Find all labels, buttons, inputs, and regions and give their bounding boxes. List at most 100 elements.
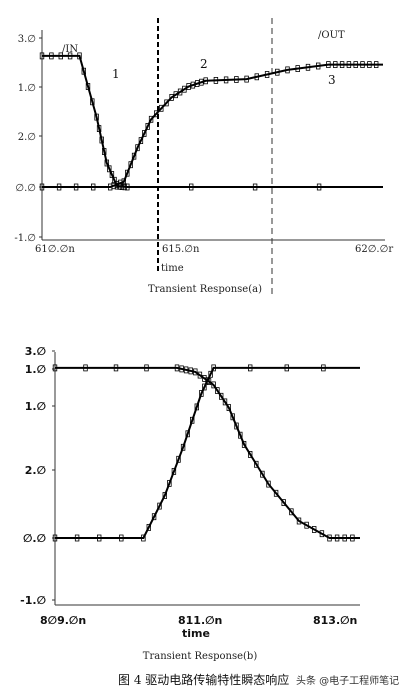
chart-a-series-0-point — [102, 148, 107, 155]
chart-a-series-0-point — [90, 98, 95, 106]
chart-a-region-3: 3 — [328, 73, 336, 87]
chart-b-series-0-point — [234, 422, 239, 430]
chart-b-series-1-line — [55, 366, 360, 539]
chart-a-series-1-point — [182, 85, 187, 93]
chart-b-series-0-point — [230, 413, 235, 421]
chart-b-series-1-point — [211, 364, 216, 372]
chart-a-caption: Transient Response(a) — [148, 284, 262, 295]
chart-b-series-0-point — [304, 521, 309, 529]
chart-b-series-0-point — [83, 364, 88, 372]
chart-a-series-1-point — [142, 130, 147, 137]
chart-b-xlabel: time — [182, 627, 210, 640]
chart-a-series-1-point — [128, 161, 133, 169]
chart-a-ytick-2: 2.∅ — [18, 132, 36, 143]
chart-a-series-0-point — [49, 52, 54, 60]
chart-a-region-1: 1 — [112, 67, 120, 81]
chart-a-series-0-point — [67, 52, 73, 60]
chart-b-series-0-point — [179, 365, 184, 373]
chart-b-series-0-point — [296, 517, 302, 525]
chart-a-series-0-point — [109, 171, 115, 178]
chart-a-series-0-point — [96, 125, 102, 132]
chart-b-series-0-point — [202, 374, 207, 382]
chart-b-series-1-point — [171, 467, 177, 475]
chart-a-series-1-point — [121, 178, 126, 186]
chart-a-legend-in: /IN — [62, 44, 78, 55]
chart-b-series-0-point — [144, 364, 149, 372]
chart-a-series-1-point — [353, 61, 358, 68]
chart-b-series-1-point — [157, 502, 162, 510]
chart-a-series-1-point — [135, 144, 140, 152]
chart-a-ytick-3: ∅.∅ — [15, 183, 36, 194]
chart-a-series-1-point — [244, 75, 249, 83]
chart-a-series-1-point — [177, 88, 183, 96]
chart-b-series-1-point — [199, 389, 204, 397]
chart-b-series-1-point — [321, 364, 326, 372]
chart-a-series-1-point — [73, 183, 79, 191]
chart-a-series-1-point — [315, 62, 321, 70]
chart-b-series-1-point — [167, 479, 172, 487]
chart-b-series-0-point — [197, 371, 203, 379]
chart-a-ytick-4: -1.∅ — [14, 233, 36, 244]
chart-a-series-0-point — [252, 183, 258, 191]
chart-b-xtick-2: 813.∅n — [313, 614, 357, 627]
chart-a-series-1-point — [39, 183, 45, 191]
chart-a-series-1-point — [346, 61, 352, 68]
chart-a-series-1-point — [186, 83, 191, 90]
chart-b-series-1-point — [247, 364, 253, 372]
chart-a-ytick-1: 1.∅ — [18, 83, 36, 94]
chart-a-series-0-point — [77, 52, 82, 60]
chart-b-series-1-point — [202, 383, 207, 391]
chart-b-series-1-point — [141, 534, 146, 542]
chart-a-series-1-point — [264, 71, 270, 78]
chart-b-series-0-point — [319, 530, 325, 538]
chart-a-series-1-point — [295, 65, 300, 72]
chart-b-series-0-point — [327, 534, 332, 542]
chart-a-series-0-point — [188, 183, 194, 191]
chart-a-series-1-point — [213, 77, 219, 84]
chart-b-series-1-point — [205, 377, 210, 385]
chart-b-series-1-point — [52, 534, 58, 542]
chart-a-series-1-point — [148, 115, 154, 123]
chart-b-series-0-point — [183, 366, 189, 374]
chart-a-series-1-point — [91, 183, 96, 191]
chart-b-caption: Transient Response(b) — [143, 651, 258, 662]
chart-a-series-1-point — [56, 183, 62, 191]
chart-b-series-0-point — [238, 431, 243, 439]
chart-b-series-1-point — [208, 370, 213, 378]
chart-a-series-1-point — [285, 66, 290, 74]
chart-a-series-0-point — [81, 67, 86, 75]
chart-b-series-0-point — [215, 387, 220, 395]
chart-b-series-1-point — [162, 492, 167, 499]
chart-b-series-0-point — [334, 534, 340, 542]
chart-a-series-1-point — [305, 63, 311, 71]
chart-b-ytick-0: 3.∅ — [25, 345, 46, 358]
chart-a-series-1-point — [326, 61, 331, 68]
chart-a-xtick-1: 615.∅n — [162, 244, 200, 255]
chart-a-ytick-0: 3.∅ — [18, 34, 36, 45]
chart-a: 3.∅ 1.∅ 2.∅ ∅.∅ -1.∅ 61∅.∅n 615.∅n 62∅.∅r ti… — [14, 18, 393, 295]
chart-b-series-1-point — [119, 534, 124, 542]
chart-b-series-0-point — [311, 526, 317, 533]
chart-a-series-0-line — [42, 54, 383, 188]
chart-b-series-1-point — [74, 534, 80, 542]
chart-a-series-1-point — [254, 73, 259, 81]
chart-b-series-0-point — [289, 508, 294, 516]
chart-a-series-1-point — [234, 76, 239, 83]
chart-b-series-0-point — [273, 489, 279, 497]
chart-a-series-0-point — [122, 183, 127, 191]
chart-b-ytick-4: ∅.∅ — [23, 532, 46, 545]
chart-b-series-1-point — [151, 513, 157, 521]
chart-a-series-0-point — [107, 165, 112, 173]
chart-a-series-0-point — [85, 83, 91, 90]
chart-a-series-0-point — [39, 52, 45, 60]
chart-a-series-1-point — [145, 123, 150, 130]
chart-b-series-0-point — [342, 534, 347, 542]
chart-b-series-1-point — [180, 443, 186, 451]
chart-b-series-1-point — [176, 455, 181, 463]
chart-b-series-0-point — [350, 534, 355, 542]
chart-a-series-1-point — [373, 61, 379, 68]
figure-caption: 图 4 驱动电路传输特性瞬态响应 — [118, 672, 289, 687]
chart-b-series-0-line — [55, 366, 360, 539]
chart-b-series-1-point — [194, 403, 199, 411]
chart-a-series-1-point — [360, 61, 365, 68]
